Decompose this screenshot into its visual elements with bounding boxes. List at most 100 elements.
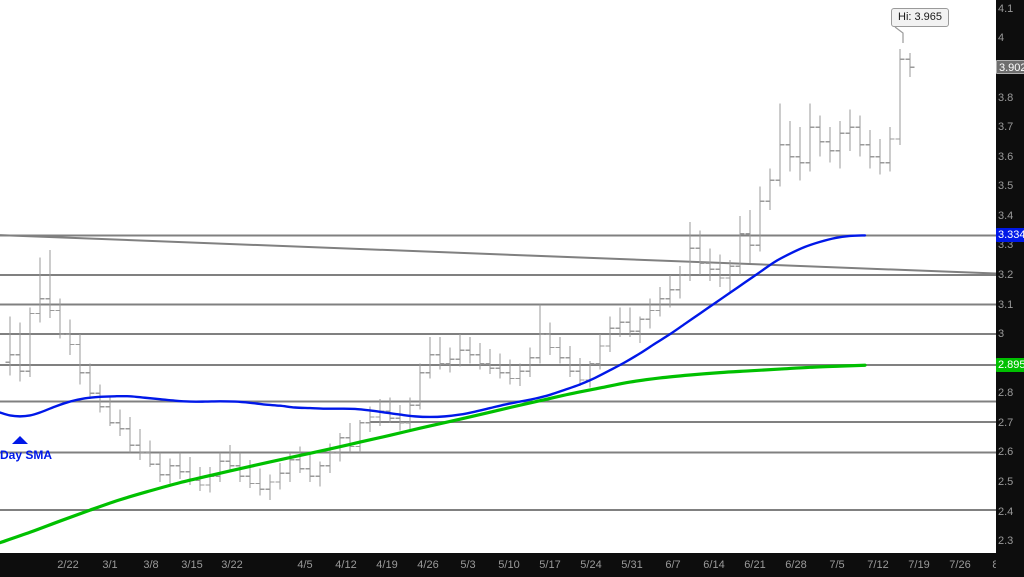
gridlines-group: [0, 234, 996, 512]
ohlc-bar: [485, 348, 495, 375]
price-tick: 3.1: [998, 298, 1014, 311]
date-axis[interactable]: 2/22 3/1 3/8 3/15 3/22 4/5 4/12 4/19 4/26 5/3 5/10…: [0, 553, 1008, 577]
date-tick: 7/5: [829, 559, 845, 571]
date-tick: 4/19: [376, 559, 398, 571]
date-tick: 5/31: [621, 559, 643, 571]
ohlc-bar: [435, 337, 445, 370]
price-axis[interactable]: 4.1 4 3.8 3.7 3.6 3.5 3.4 3.3 3.2 3.1 3 2.8 2.7 2.6 2.…: [996, 0, 1024, 577]
ohlc-bar: [835, 121, 845, 169]
ohlc-bar: [15, 322, 25, 382]
ohlc-bar: [125, 416, 135, 453]
ohlc-bar: [155, 452, 165, 483]
ohlc-bar: [5, 316, 15, 376]
ohlc-bar: [695, 230, 705, 276]
price-tick: 3.2: [998, 269, 1014, 282]
price-tick: 2.4: [998, 505, 1014, 518]
price-tick: 2.7: [998, 416, 1014, 429]
ohlc-bar: [735, 215, 745, 276]
ohlc-bar: [765, 168, 775, 210]
chart-canvas: [0, 26, 996, 545]
date-tick: 5/10: [498, 559, 520, 571]
callout-leader-line: [894, 26, 904, 43]
ohlc-bar: [785, 121, 795, 172]
ohlc-bar: [475, 343, 485, 370]
price-tick: 2.5: [998, 476, 1014, 489]
axis-corner: [996, 553, 1024, 577]
date-tick: 6/28: [785, 559, 807, 571]
ohlc-bar: [885, 127, 895, 172]
ohlc-bar: [35, 257, 45, 323]
price-tick: 4: [998, 32, 1005, 45]
ohlc-bar: [675, 266, 685, 299]
price-tick: 3.7: [998, 121, 1014, 134]
ohlc-bar: [815, 115, 825, 157]
ohlc-bar: [855, 115, 865, 157]
ohlc-bar: [345, 422, 355, 453]
ohlc-bar: [85, 363, 95, 400]
ohlc-bar: [505, 359, 515, 385]
ohlc-bar: [165, 458, 175, 484]
ohlc-bar: [215, 452, 225, 483]
ohlc-bar: [615, 307, 625, 338]
ohlc-bar: [245, 459, 255, 488]
ohlc-bar: [75, 334, 85, 385]
date-tick: 6/7: [665, 559, 681, 571]
date-tick: 4/5: [297, 559, 313, 571]
price-tick: 3: [998, 328, 1005, 341]
ohlc-bar: [865, 130, 875, 169]
ohlc-bar: [295, 446, 305, 474]
sma-series-label: Day SMA: [0, 448, 53, 462]
blue-sma-value: 3.334: [996, 228, 1024, 243]
ohlc-bar: [705, 248, 715, 281]
date-tick: 7/12: [867, 559, 889, 571]
ohlc-bar: [565, 345, 575, 378]
ohlc-bar: [905, 53, 915, 77]
ohlc-bar: [105, 397, 115, 426]
ohlc-bar: [715, 254, 725, 287]
ohlc-bar: [255, 468, 265, 496]
date-tick: 7/26: [949, 559, 971, 571]
price-tick: 3.5: [998, 180, 1014, 193]
high-callout-leader: [894, 26, 904, 43]
ohlc-bars-group: [5, 48, 915, 500]
ohlc-bar: [745, 209, 755, 264]
ohlc-bar: [315, 461, 325, 487]
date-tick: 2/22: [57, 559, 79, 571]
price-tick: 2.8: [998, 387, 1014, 400]
price-tick: 3.6: [998, 150, 1014, 163]
ohlc-bar: [135, 428, 145, 460]
date-tick: 6/14: [703, 559, 725, 571]
date-tick: 5/3: [460, 559, 476, 571]
date-tick: 3/15: [181, 559, 203, 571]
ohlc-bar: [625, 307, 635, 338]
ohlc-bar: [755, 186, 765, 252]
ohlc-bar: [545, 322, 555, 355]
ohlc-bar: [445, 347, 455, 373]
ohlc-bar: [115, 409, 125, 437]
ohlc-bar: [555, 337, 565, 364]
ohlc-bar: [805, 103, 815, 172]
date-tick: 7/19: [908, 559, 930, 571]
ohlc-bar: [895, 48, 905, 145]
ohlc-bar: [845, 109, 855, 151]
price-tick: 3.4: [998, 209, 1014, 222]
chart-plot-area[interactable]: Day SMA Hi: 3.965: [0, 0, 996, 553]
price-tick: 3.8: [998, 91, 1014, 104]
date-tick: 4/12: [335, 559, 357, 571]
ohlc-bar: [575, 357, 585, 386]
ohlc-bar: [225, 445, 235, 472]
ohlc-bar: [305, 452, 315, 483]
ohlc-bar: [385, 397, 395, 423]
ohlc-bar: [405, 397, 415, 429]
ohlc-bar: [465, 337, 475, 364]
green-sma-value: 2.895: [996, 358, 1024, 373]
date-tick: 5/17: [539, 559, 561, 571]
ohlc-bar: [645, 298, 655, 329]
ohlc-bar: [495, 353, 505, 379]
ohlc-bar: [95, 384, 105, 413]
ohlc-bar: [425, 337, 435, 379]
ohlc-bar: [685, 221, 695, 281]
date-tick: 3/8: [143, 559, 159, 571]
ohlc-bar: [535, 304, 545, 364]
